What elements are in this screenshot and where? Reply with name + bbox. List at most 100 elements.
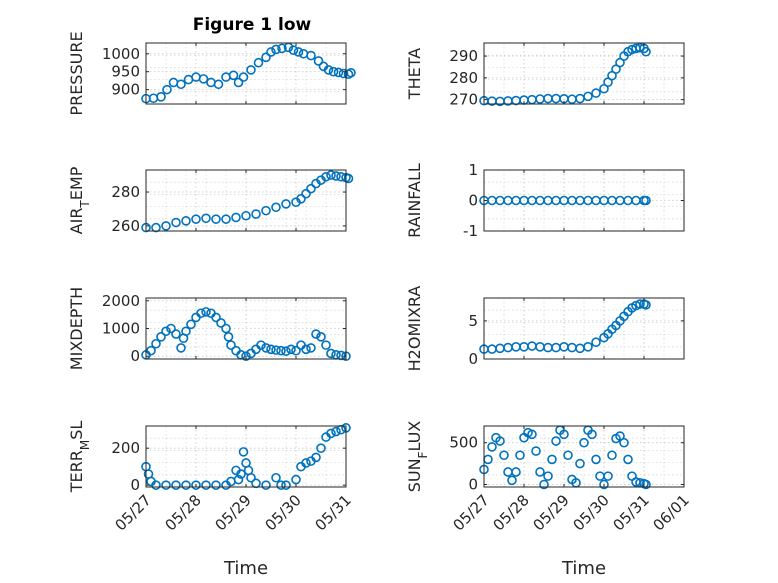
data-point bbox=[306, 183, 316, 194]
data-point bbox=[166, 323, 176, 334]
data-point bbox=[293, 47, 304, 57]
data-point bbox=[306, 50, 316, 61]
data-point bbox=[226, 340, 236, 350]
data-point bbox=[151, 222, 161, 233]
y-tick-label: 1000 bbox=[102, 45, 140, 63]
data-point bbox=[328, 66, 339, 77]
data-point bbox=[531, 446, 541, 456]
data-point bbox=[316, 443, 326, 453]
data-point bbox=[256, 340, 266, 350]
x-tick-label: 05/28 bbox=[490, 491, 533, 534]
data-point bbox=[231, 212, 241, 223]
data-point bbox=[311, 452, 321, 463]
data-point bbox=[543, 471, 553, 481]
data-point bbox=[591, 88, 601, 98]
ylabel-air-temp: AIRTEMP bbox=[67, 166, 92, 234]
data-point bbox=[151, 338, 161, 349]
ylabel-pressure: PRESSURE bbox=[67, 31, 86, 115]
data-point bbox=[321, 171, 331, 182]
data-point bbox=[591, 337, 601, 348]
data-point bbox=[181, 216, 191, 226]
data-point bbox=[276, 480, 286, 490]
data-point bbox=[326, 170, 336, 180]
data-point bbox=[271, 345, 281, 355]
data-point bbox=[221, 323, 231, 334]
data-point bbox=[333, 67, 344, 78]
x-tick-label: 05/27 bbox=[112, 491, 155, 534]
data-point bbox=[607, 450, 617, 461]
data-point bbox=[201, 307, 211, 317]
y-tick-label: 0 bbox=[130, 347, 140, 365]
x-tick-label: 05/31 bbox=[610, 491, 653, 534]
data-series bbox=[479, 195, 651, 206]
data-point bbox=[246, 65, 256, 75]
x-tick-label: 05/30 bbox=[570, 491, 613, 534]
data-point bbox=[291, 474, 301, 485]
data-point bbox=[487, 442, 497, 452]
data-point bbox=[296, 194, 306, 204]
data-point bbox=[323, 65, 334, 75]
data-point bbox=[271, 202, 281, 213]
data-point bbox=[266, 47, 276, 57]
y-tick-label: 260 bbox=[111, 217, 140, 235]
data-point bbox=[246, 472, 256, 483]
ylabel-sun-flux: SUNFLUX bbox=[405, 421, 430, 493]
y-tick-label: -1 bbox=[463, 222, 478, 240]
x-tick-label: 05/31 bbox=[312, 491, 355, 534]
chart-panel: 0 1000 2000 MIXDEPTH bbox=[67, 287, 351, 370]
data-point bbox=[559, 429, 569, 440]
axes-box bbox=[483, 297, 685, 360]
data-point bbox=[603, 471, 613, 481]
data-point bbox=[535, 467, 545, 477]
y-tick-label: 200 bbox=[111, 439, 140, 457]
y-tick-label: 0 bbox=[468, 350, 478, 368]
data-point bbox=[587, 429, 597, 440]
data-point bbox=[326, 348, 336, 359]
data-point bbox=[161, 326, 171, 337]
data-point bbox=[238, 72, 249, 82]
data-point bbox=[301, 188, 311, 199]
y-tick-label: 1000 bbox=[102, 320, 140, 338]
data-point bbox=[211, 312, 221, 323]
data-point bbox=[515, 450, 525, 461]
x-axis-label: Time bbox=[223, 558, 268, 579]
data-point bbox=[599, 479, 609, 490]
data-point bbox=[547, 454, 557, 465]
data-point bbox=[331, 426, 341, 437]
data-point bbox=[499, 450, 509, 461]
data-point bbox=[211, 480, 221, 490]
x-tick-label: 06/01 bbox=[650, 491, 693, 534]
data-point bbox=[176, 343, 186, 353]
chart-panel: 0 200 05/27 05/28 05/29 05/30 05/31 TERRMSL Time bbox=[67, 421, 355, 579]
data-point bbox=[277, 43, 287, 54]
data-point bbox=[233, 77, 244, 88]
data-point bbox=[527, 429, 537, 440]
data-point bbox=[201, 480, 211, 490]
data-point bbox=[162, 84, 172, 95]
chart-panel: 260 280 AIRTEMP bbox=[67, 166, 354, 235]
data-point bbox=[261, 52, 271, 63]
data-point bbox=[619, 437, 629, 448]
data-point bbox=[181, 326, 191, 337]
ylabel-rainfall: RAINFALL bbox=[405, 163, 424, 238]
data-point bbox=[233, 474, 244, 485]
y-tick-label: 270 bbox=[449, 91, 478, 109]
data-point bbox=[641, 300, 651, 310]
data-point bbox=[316, 332, 326, 342]
x-tick-label: 05/29 bbox=[530, 491, 573, 534]
data-point bbox=[331, 171, 341, 181]
data-point bbox=[146, 345, 156, 356]
data-series bbox=[141, 42, 356, 104]
plot-area bbox=[484, 426, 684, 487]
chart-panel: -1 0 1 RAINFALL bbox=[405, 161, 685, 240]
data-point bbox=[221, 214, 231, 224]
data-point bbox=[563, 450, 573, 461]
data-point bbox=[186, 319, 196, 330]
data-point bbox=[161, 221, 171, 231]
y-tick-label: 0 bbox=[130, 476, 140, 494]
data-point bbox=[271, 472, 281, 483]
data-point bbox=[326, 428, 336, 439]
